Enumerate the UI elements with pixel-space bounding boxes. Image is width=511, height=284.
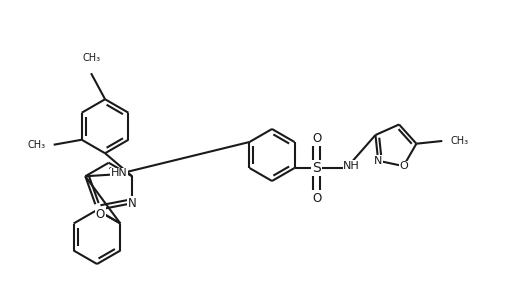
Text: CH₃: CH₃ [82, 53, 100, 63]
Text: N: N [128, 197, 136, 210]
Text: S: S [312, 161, 321, 175]
Text: N: N [374, 156, 382, 166]
Text: O: O [312, 131, 321, 145]
Text: O: O [96, 208, 105, 221]
Text: CH₃: CH₃ [28, 140, 45, 150]
Text: NH: NH [343, 161, 360, 171]
Text: CH₃: CH₃ [450, 136, 469, 146]
Text: O: O [312, 191, 321, 204]
Text: O: O [399, 161, 408, 171]
Text: HN: HN [111, 168, 128, 178]
